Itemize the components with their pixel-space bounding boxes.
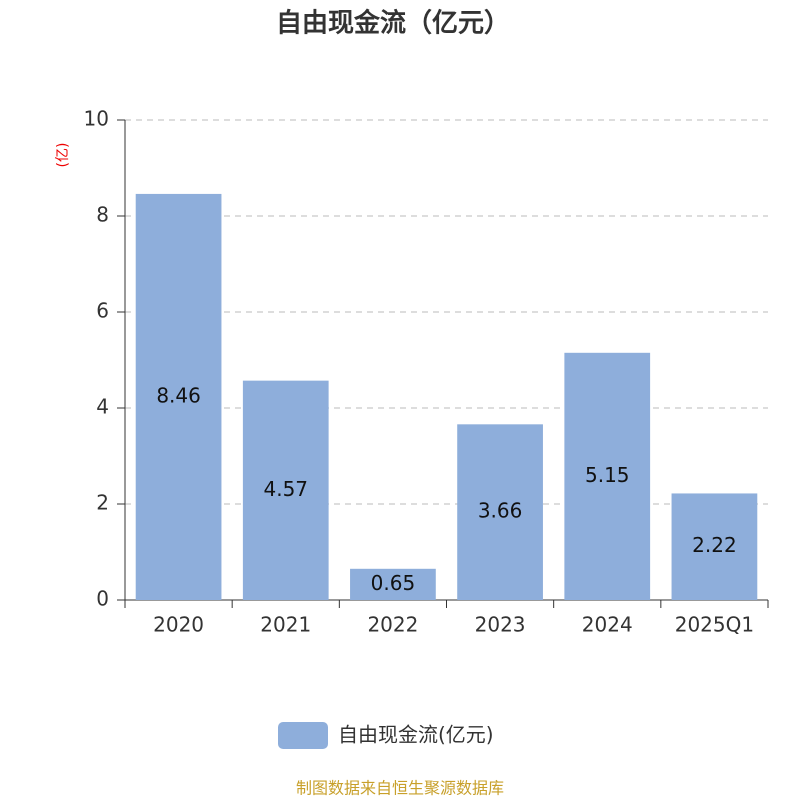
bar: [350, 568, 436, 600]
bar: [671, 493, 758, 600]
y-tick-label: 8: [96, 203, 109, 227]
x-tick-label: 2022: [367, 613, 418, 637]
source-note: 制图数据来自恒生聚源数据库: [296, 779, 504, 798]
bar: [564, 352, 651, 600]
data-label: 0.65: [371, 571, 416, 595]
data-label: 3.66: [478, 499, 523, 523]
bar: [457, 424, 543, 600]
y-tick-label: 2: [96, 491, 109, 515]
data-label: 2.22: [692, 533, 737, 557]
bar: [242, 380, 329, 600]
legend-label: 自由现金流(亿元): [338, 723, 494, 747]
y-tick-label: 10: [84, 107, 109, 131]
data-label: 8.46: [156, 383, 201, 407]
legend-swatch: [278, 722, 328, 749]
y-tick-label: 4: [96, 395, 109, 419]
y-tick-label: 6: [96, 299, 109, 323]
y-tick-label: 0: [96, 587, 109, 611]
x-tick-label: 2025Q1: [675, 613, 754, 637]
x-tick-label: 2023: [475, 613, 526, 637]
bar: [135, 193, 222, 601]
x-tick-label: 2021: [260, 613, 311, 637]
x-tick-label: 2024: [582, 613, 633, 637]
chart-title: 自由现金流（亿元）: [276, 8, 510, 39]
data-label: 5.15: [585, 463, 630, 487]
x-tick-label: 2020: [153, 613, 204, 637]
y-axis-label: (亿): [55, 143, 71, 168]
data-label: 4.57: [263, 477, 308, 501]
